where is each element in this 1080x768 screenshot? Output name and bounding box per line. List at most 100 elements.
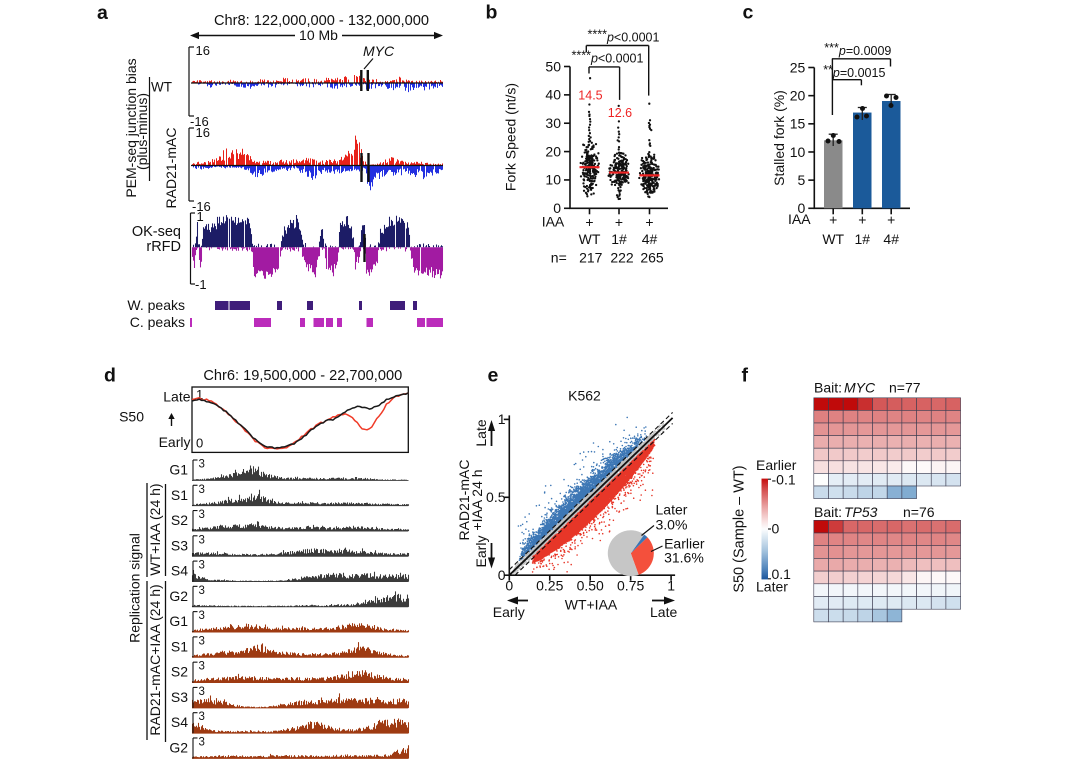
svg-text:31.6%: 31.6% [664,550,704,566]
svg-text:S2: S2 [171,664,188,680]
svg-text:16: 16 [196,125,210,140]
svg-text:-1: -1 [195,277,207,292]
svg-text:265: 265 [640,250,664,266]
svg-text:1: 1 [667,578,675,594]
svg-text:0: 0 [196,436,203,451]
svg-text:+IAA 24 h: +IAA 24 h [469,469,485,530]
svg-text:50: 50 [545,58,561,74]
svg-text:3: 3 [199,610,205,622]
svg-text:Fork Speed (nt/s): Fork Speed (nt/s) [503,83,519,191]
svg-text:Early: Early [159,434,191,450]
svg-text:1: 1 [498,411,506,427]
svg-text:4#: 4# [883,231,899,247]
svg-text:S1: S1 [171,487,188,503]
svg-text:10: 10 [545,172,561,188]
svg-text:****p<0.0001: ****p<0.0001 [588,28,660,45]
svg-text:TP53: TP53 [844,504,878,520]
svg-text:+: + [887,212,895,228]
svg-text:3: 3 [199,711,205,723]
svg-text:C. peaks: C. peaks [130,314,185,330]
svg-text:S1: S1 [171,638,188,654]
svg-text:15: 15 [790,116,806,132]
svg-text:+: + [585,214,593,230]
svg-text:S50: S50 [119,409,144,425]
svg-text:3: 3 [199,560,205,572]
svg-text:0: 0 [498,567,506,583]
svg-text:Bait:: Bait: [814,504,842,520]
svg-text:3: 3 [199,585,205,597]
svg-text:3.0%: 3.0% [656,517,688,533]
svg-text:-16: -16 [192,199,211,214]
svg-text:0: 0 [772,521,780,537]
svg-text:10 Mb: 10 Mb [299,27,338,43]
svg-text:S50 (Sample – WT): S50 (Sample – WT) [731,465,747,592]
svg-text:WT+IAA (24 h): WT+IAA (24 h) [147,483,163,575]
svg-text:c: c [743,2,754,24]
svg-text:14.5: 14.5 [578,89,602,103]
svg-text:Early: Early [493,604,525,620]
svg-text:1#: 1# [611,231,627,247]
svg-text:IAA: IAA [542,214,565,230]
svg-text:3: 3 [199,661,205,673]
svg-text:222: 222 [610,250,634,266]
svg-text:OK-seq: OK-seq [132,224,181,240]
svg-text:4#: 4# [642,231,658,247]
svg-text:b: b [486,2,498,24]
svg-text:-16: -16 [190,114,209,129]
svg-text:Late: Late [473,419,489,446]
svg-text:(plus-minus): (plus-minus) [134,93,150,170]
svg-text:217: 217 [579,250,603,266]
svg-text:25: 25 [790,59,806,75]
svg-text:rRFD: rRFD [146,239,181,255]
svg-text:Later: Later [756,579,788,595]
svg-text:Later: Later [656,502,688,518]
svg-text:Late: Late [650,604,677,620]
svg-text:10: 10 [790,144,806,160]
svg-text:***p=0.0009: ***p=0.0009 [824,41,891,58]
svg-text:20: 20 [790,87,806,103]
svg-text:1: 1 [197,209,204,224]
svg-text:Chr6: 19,500,000 - 22,700,000: Chr6: 19,500,000 - 22,700,000 [203,368,402,384]
svg-text:WT: WT [151,80,172,95]
svg-text:3: 3 [199,635,205,647]
svg-text:0.25: 0.25 [536,578,563,594]
svg-text:12.6: 12.6 [608,106,632,120]
svg-text:+: + [615,214,623,230]
svg-text:16: 16 [196,43,210,58]
svg-text:3: 3 [199,509,205,521]
svg-text:**p=0.0015: **p=0.0015 [823,63,885,80]
svg-text:0: 0 [505,578,513,594]
svg-text:n=77: n=77 [889,380,921,396]
svg-text:+: + [645,214,653,230]
svg-text:Earlier: Earlier [664,536,705,552]
svg-text:1: 1 [196,387,203,402]
svg-text:0: 0 [798,200,806,216]
svg-text:G1: G1 [169,462,188,478]
svg-text:Bait:: Bait: [814,380,842,396]
svg-text:5: 5 [798,172,806,188]
svg-text:RAD21-mAC+IAA (24 h): RAD21-mAC+IAA (24 h) [147,584,163,735]
svg-text:WT+IAA: WT+IAA [565,597,618,613]
svg-text:IAA: IAA [788,211,811,227]
svg-text:+: + [858,212,866,228]
svg-text:Stalled fork (%): Stalled fork (%) [771,90,787,186]
svg-text:MYC: MYC [844,380,876,396]
svg-text:S2: S2 [171,512,188,528]
svg-text:n=76: n=76 [903,504,935,520]
svg-text:30: 30 [545,115,561,131]
svg-text:-0.1: -0.1 [772,472,796,488]
svg-text:0.75: 0.75 [617,578,644,594]
svg-text:3: 3 [199,459,205,471]
svg-text:e: e [488,365,499,387]
svg-text:WT: WT [822,231,844,247]
svg-text:0.1: 0.1 [772,566,792,582]
svg-text:Late: Late [163,389,190,405]
svg-text:S3: S3 [171,537,188,553]
svg-text:WT: WT [579,231,601,247]
svg-text:0.50: 0.50 [577,578,604,594]
svg-text:a: a [97,2,108,24]
svg-text:RAD21-mAC: RAD21-mAC [163,128,179,209]
svg-text:0.5: 0.5 [486,489,506,505]
svg-text:****p<0.0001: ****p<0.0001 [572,49,644,66]
svg-text:S4: S4 [171,714,188,730]
